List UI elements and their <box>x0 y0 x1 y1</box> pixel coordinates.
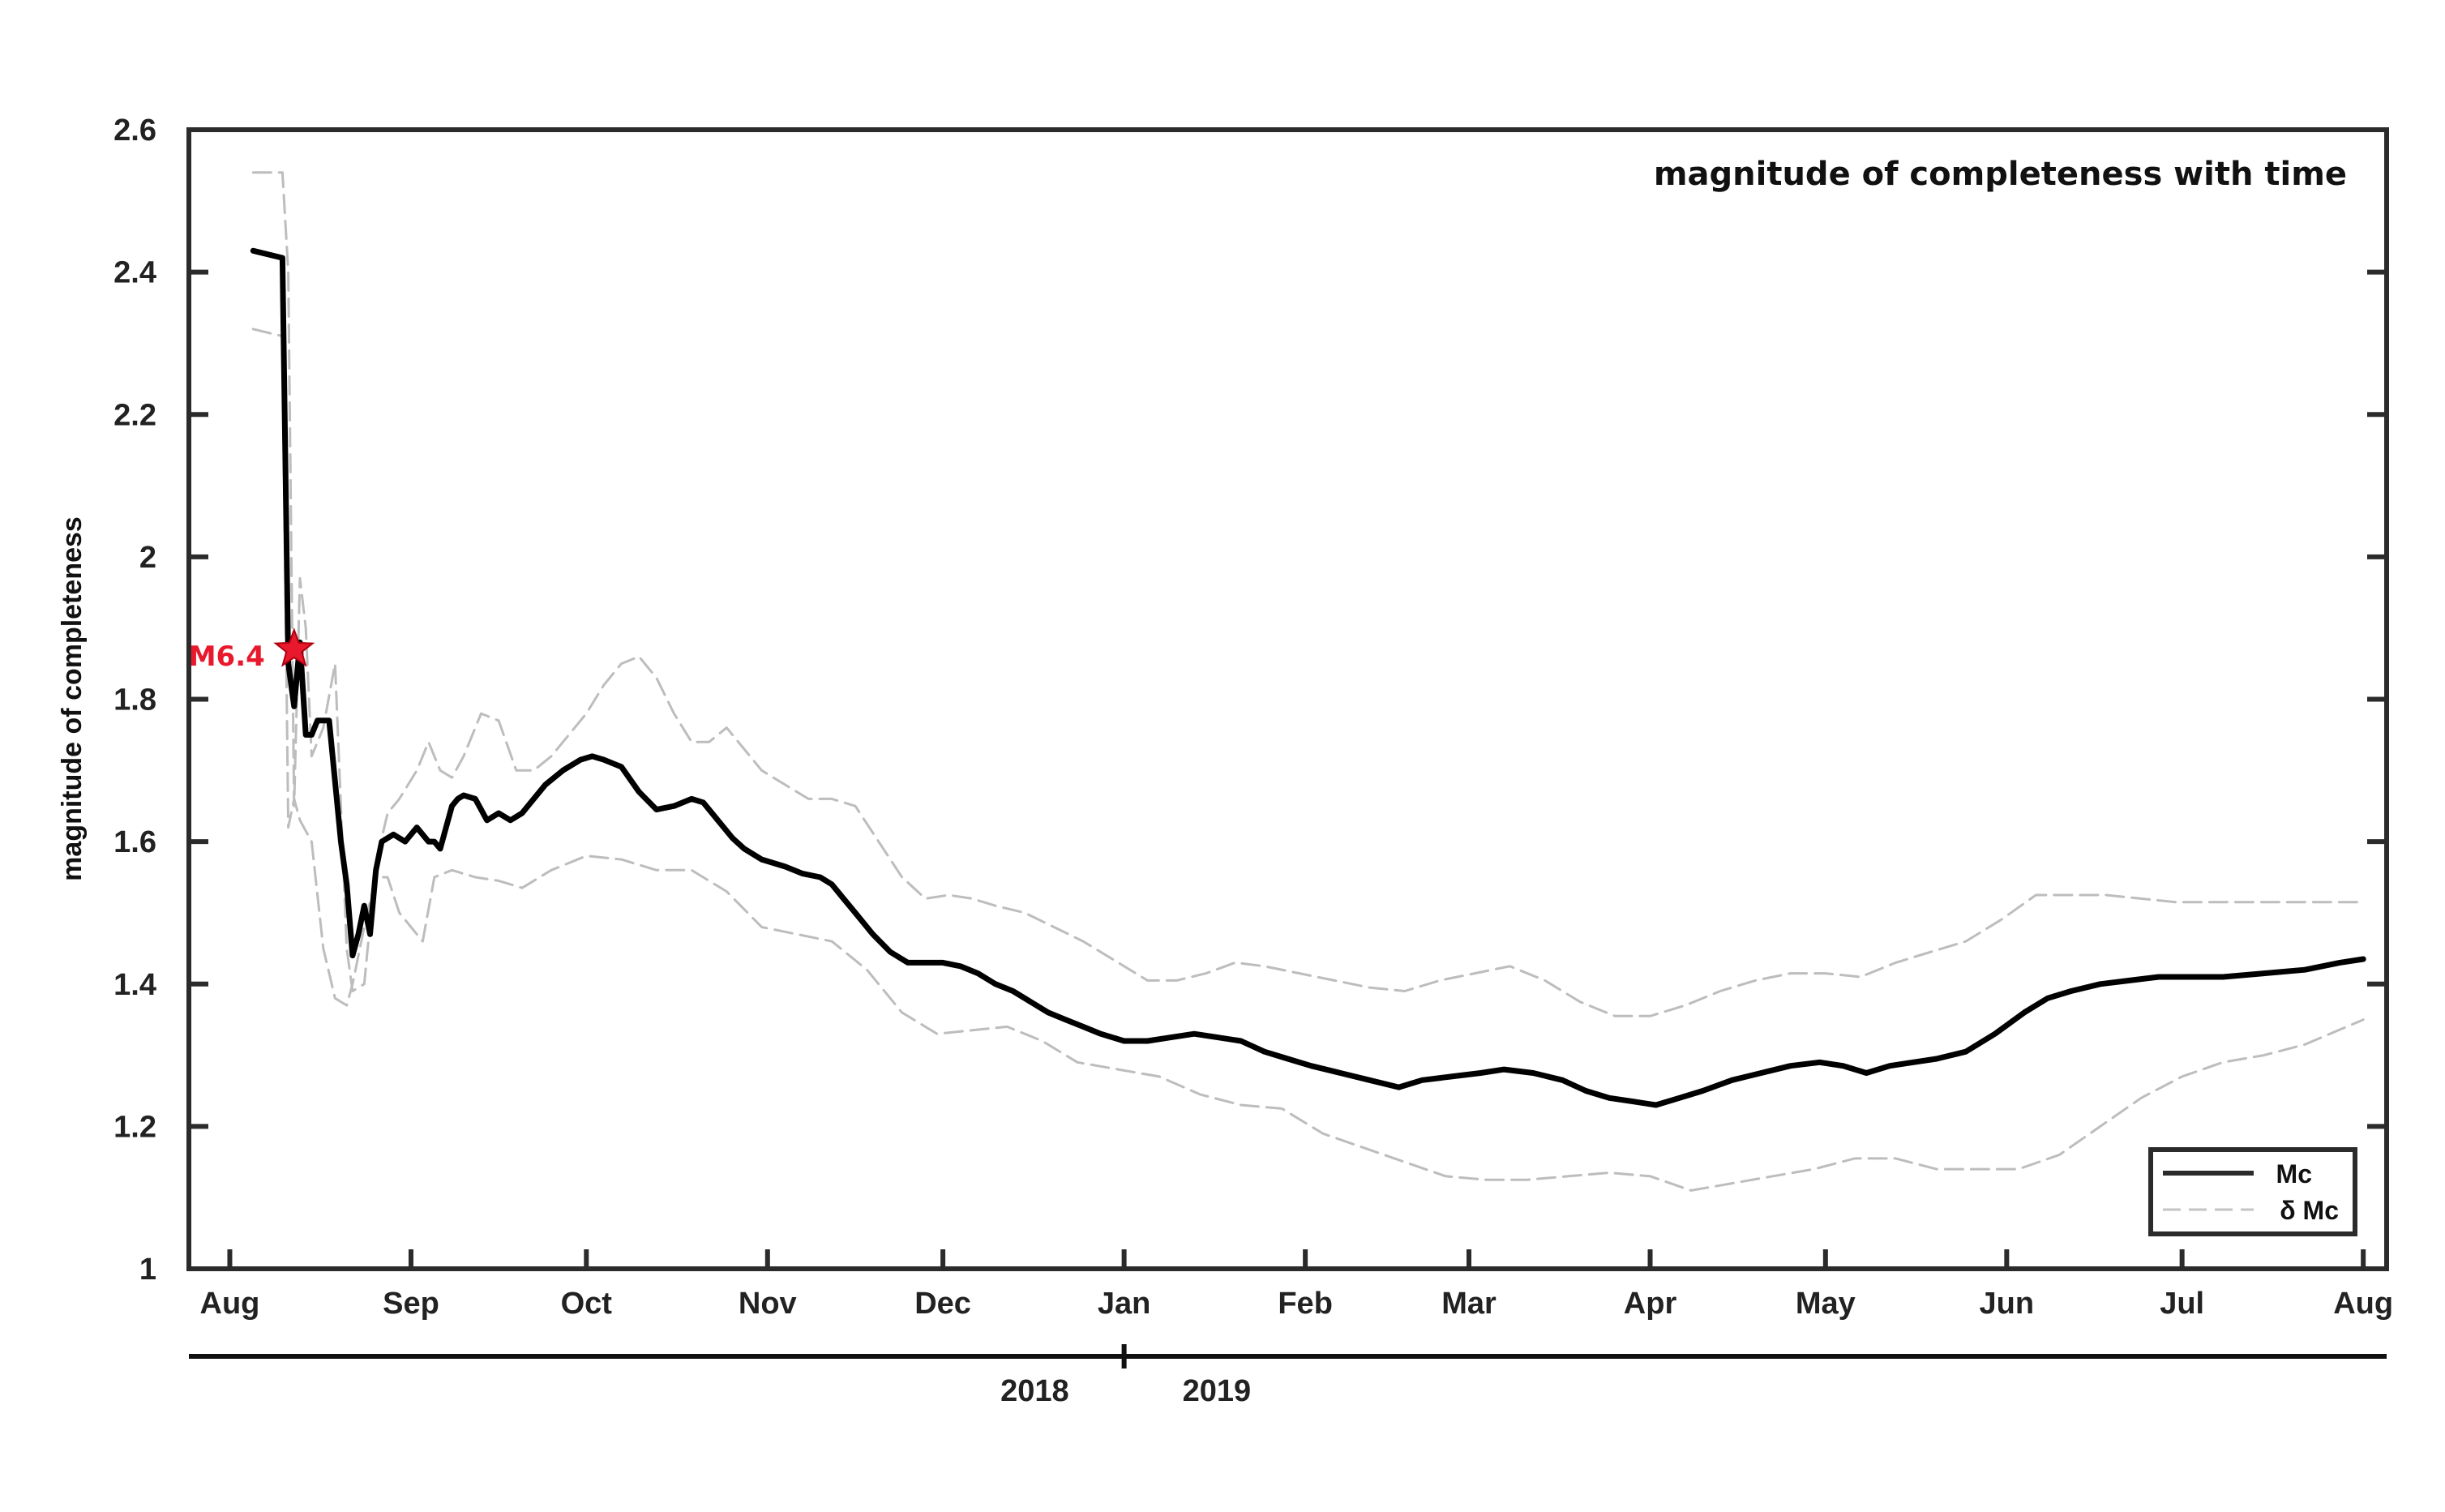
x-tick-label: Aug <box>200 1287 260 1321</box>
y-tick-label: 2.4 <box>113 256 156 290</box>
legend: Mc δ Mc <box>2148 1147 2357 1236</box>
year-label-2018: 2018 <box>1000 1374 1069 1408</box>
y-tick-label: 1.4 <box>113 968 156 1002</box>
year-label-2019: 2019 <box>1183 1374 1252 1408</box>
legend-box <box>2148 1147 2357 1236</box>
x-axis: Aug Sep Oct Nov Dec Jan Feb Mar Apr May Jun Jul Aug <box>200 1249 2393 1321</box>
legend-label-mc: Mc <box>2276 1159 2312 1189</box>
x-tick-label: Jan <box>1098 1287 1150 1321</box>
y-axis-label: magnitude of completeness <box>57 516 88 881</box>
legend-label-dmc: δ Mc <box>2280 1196 2339 1225</box>
y-axis: 1 1.2 1.4 1.6 1.8 2 2.2 2.4 2.6 <box>113 114 2387 1287</box>
x-tick-label: Aug <box>2333 1287 2393 1321</box>
y-tick-label: 2.6 <box>113 114 156 148</box>
mainshock-annotation: M6.4 <box>189 628 315 673</box>
mainshock-label: M6.4 <box>189 640 265 673</box>
series-layer <box>250 171 2366 1192</box>
y-tick-label: 1.8 <box>113 683 156 717</box>
y-tick-label: 2 <box>139 541 156 575</box>
chart-title: magnitude of completeness with time <box>1654 156 2347 193</box>
y-tick-label: 1.6 <box>113 825 156 859</box>
x-tick-label: Dec <box>914 1287 971 1321</box>
year-axis: 2018 2019 <box>189 1344 2387 1408</box>
x-tick-label: Mar <box>1441 1287 1497 1321</box>
x-tick-label: Nov <box>739 1287 797 1321</box>
x-tick-label: Apr <box>1624 1287 1677 1321</box>
y-tick-label: 1 <box>139 1253 156 1287</box>
x-tick-label: Jul <box>2160 1287 2204 1321</box>
x-tick-label: Sep <box>383 1287 439 1321</box>
x-tick-label: Oct <box>561 1287 613 1321</box>
series-line-mc <box>250 247 2366 1108</box>
mainshock-star-icon <box>273 628 315 667</box>
series-line-delta-mc <box>251 171 2365 1017</box>
y-tick-label: 2.2 <box>113 398 156 432</box>
x-tick-label: May <box>1796 1287 1856 1321</box>
x-tick-label: Jun <box>1980 1287 2035 1321</box>
x-tick-label: Feb <box>1278 1287 1333 1321</box>
y-tick-label: 1.2 <box>113 1110 156 1144</box>
